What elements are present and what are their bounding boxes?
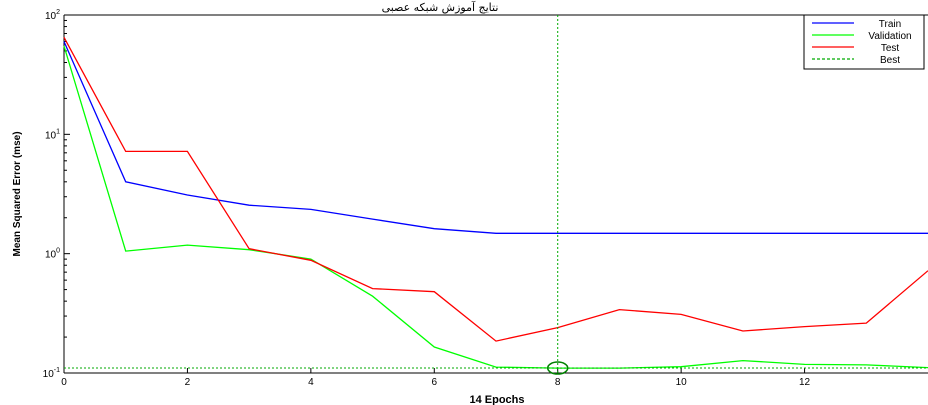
legend-label-best: Best <box>880 55 900 66</box>
series-layer <box>63 36 928 369</box>
legend-label-test: Test <box>881 43 900 54</box>
x-tick-label: 6 <box>432 377 438 388</box>
x-tick-label: 10 <box>676 377 688 388</box>
y-tick-label: 101 <box>45 128 60 141</box>
x-axis-label: 14 Epochs <box>469 394 524 405</box>
y-tick-label: 10-1 <box>43 367 60 380</box>
series-line-validation <box>63 45 928 369</box>
y-tick-label: 100 <box>45 248 60 261</box>
best-marker-layer <box>64 15 928 375</box>
tick-labels: 0 2 4 6 8 10 12 10-1 100 101 102 <box>43 9 811 388</box>
legend-label-validation: Validation <box>868 31 911 42</box>
x-tick-label: 8 <box>555 377 561 388</box>
series-line-train <box>63 41 928 234</box>
x-tick-label: 4 <box>308 377 314 388</box>
y-tick-label: 102 <box>45 9 60 22</box>
y-axis-label: Mean Squared Error (mse) <box>12 131 23 256</box>
x-tick-label: 12 <box>799 377 811 388</box>
axes <box>63 14 928 374</box>
x-tick-label: 2 <box>185 377 191 388</box>
x-tick-label: 0 <box>61 377 67 388</box>
chart-title: نتایج آموزش شبکه عصبی <box>382 0 499 14</box>
legend-label-train: Train <box>879 19 901 30</box>
best-point-marker <box>546 361 569 375</box>
legend-box <box>803 14 925 70</box>
series-line-test <box>63 36 928 342</box>
